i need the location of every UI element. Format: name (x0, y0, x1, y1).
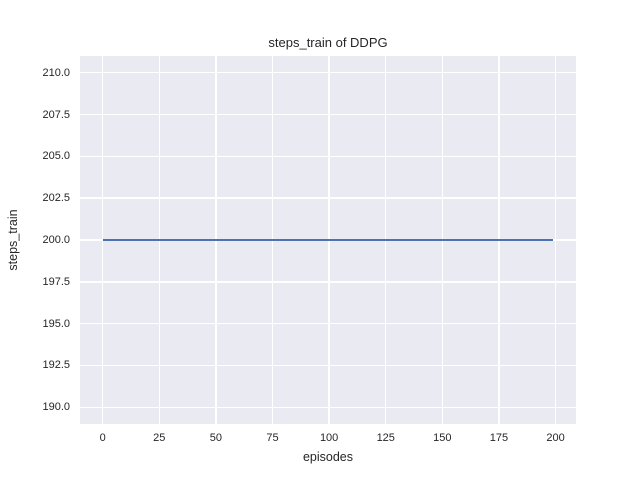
x-tick-label: 50 (209, 432, 222, 444)
y-tick-label: 205.0 (42, 150, 70, 163)
x-tick-label: 25 (153, 432, 166, 444)
x-tick-label: 100 (319, 432, 339, 444)
y-tick-label: 197.5 (42, 275, 70, 288)
x-tick-label: 0 (99, 432, 106, 444)
x-axis-label: episodes (302, 450, 354, 464)
plot-area (80, 56, 576, 424)
y-tick-label: 210.0 (42, 66, 70, 79)
x-tick-label: 150 (433, 432, 452, 444)
y-gridline (80, 281, 576, 283)
y-gridline (80, 406, 576, 408)
series-line-steps_train (102, 239, 554, 241)
y-gridline (80, 197, 576, 199)
y-gridline (80, 113, 576, 116)
y-tick-label: 195.0 (42, 317, 70, 330)
y-gridline (80, 155, 576, 158)
y-tick-label: 207.5 (42, 108, 70, 121)
chart-title: steps_train of DDPG (268, 35, 388, 50)
x-tick-label: 175 (489, 432, 509, 444)
y-tick-label: 192.5 (42, 359, 70, 372)
y-tick-label: 190.0 (42, 401, 70, 414)
x-tick-label: 125 (376, 432, 395, 444)
x-tick-label: 75 (266, 432, 279, 444)
y-tick-label: 200.0 (42, 234, 70, 246)
y-gridline (80, 322, 576, 325)
y-gridline (80, 364, 576, 367)
y-tick-label: 202.5 (42, 192, 70, 205)
x-tick-label: 200 (546, 432, 565, 444)
y-gridline (80, 72, 576, 74)
